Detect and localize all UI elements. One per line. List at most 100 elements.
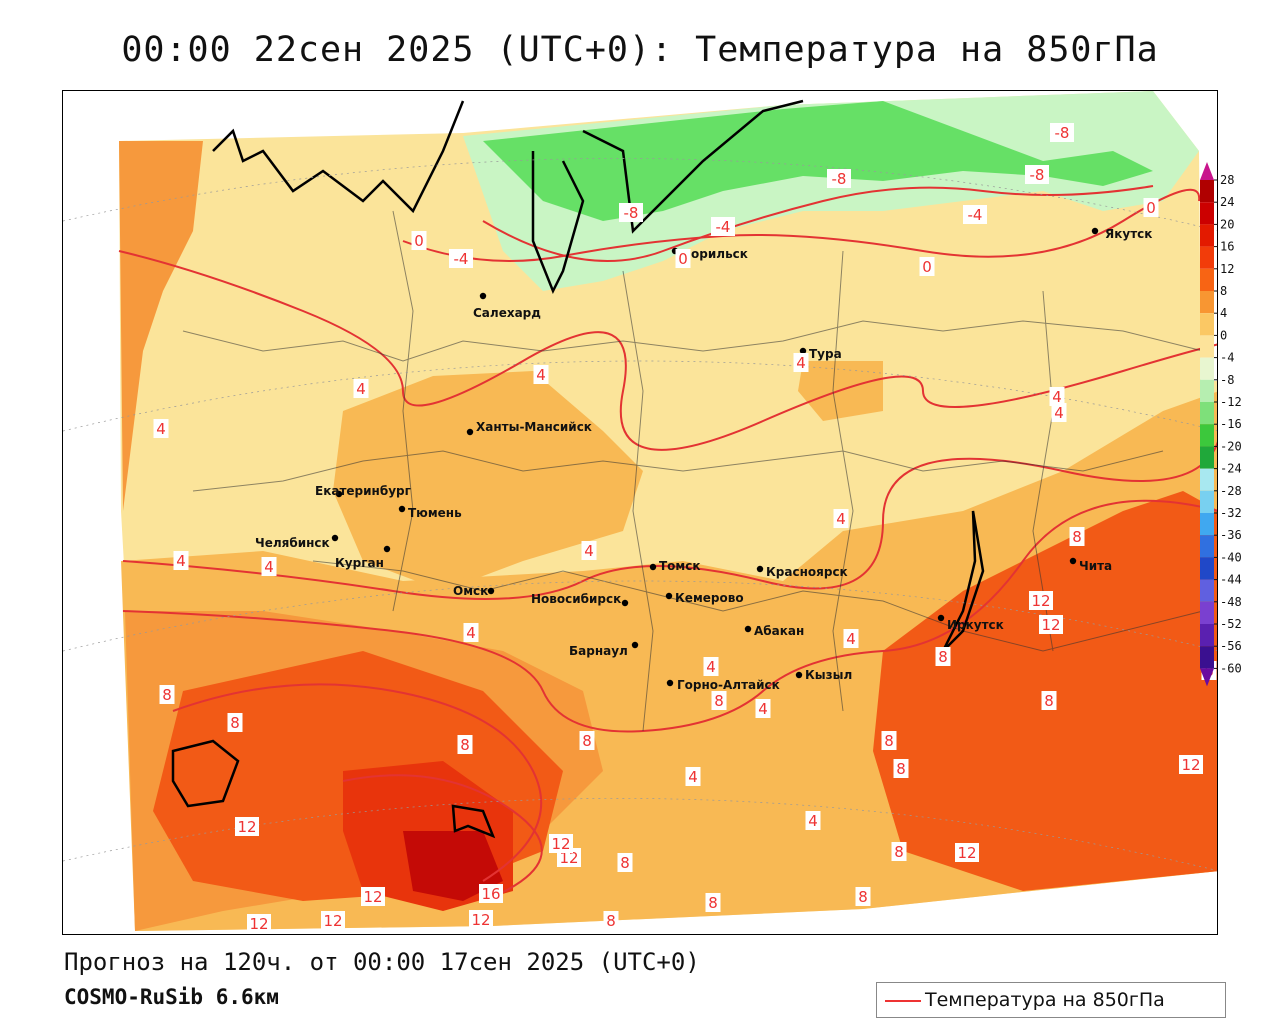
city-marker bbox=[487, 587, 495, 595]
colorbar-swatch bbox=[1200, 579, 1214, 602]
colorbar-tick-label: -60 bbox=[1220, 661, 1242, 675]
contour-label-bg bbox=[235, 817, 259, 836]
border-line bbox=[392, 210, 414, 612]
contour-label-bg bbox=[827, 169, 851, 188]
colorbar-swatch bbox=[1200, 601, 1214, 624]
contour-label: 8 bbox=[896, 760, 906, 778]
colorbar-bottom-arrow bbox=[1200, 668, 1214, 687]
contour-label-bg bbox=[919, 257, 935, 276]
isotherm-line bbox=[172, 683, 543, 882]
contour-label-bg bbox=[793, 353, 809, 372]
city-marker bbox=[937, 614, 945, 622]
city-label: Екатеринбург bbox=[315, 484, 411, 498]
city-label: Тура bbox=[809, 347, 842, 361]
colorbar-tick-label: -48 bbox=[1220, 595, 1242, 609]
border-line bbox=[312, 560, 1204, 652]
contour-label: 8 bbox=[894, 843, 904, 861]
contour-label-bg bbox=[227, 713, 243, 732]
colorbar-tick-label: -28 bbox=[1220, 484, 1242, 498]
colorbar-swatch bbox=[1200, 468, 1214, 491]
colorbar-swatch bbox=[1200, 268, 1214, 291]
colorbar-swatch bbox=[1200, 379, 1214, 402]
contour-label: 8 bbox=[714, 692, 724, 710]
contour-label: 8 bbox=[460, 736, 470, 754]
colorbar-swatch bbox=[1200, 624, 1214, 647]
map-canvas: Салехард Норильск Якутск Тура Ханты-Мансийск… bbox=[63, 91, 1217, 933]
contour-label: 4 bbox=[1052, 388, 1062, 406]
colorbar-tick-label: -24 bbox=[1220, 462, 1242, 476]
city-marker bbox=[479, 292, 487, 300]
colorbar-tick-label: -36 bbox=[1220, 528, 1242, 542]
legend-line-icon bbox=[885, 1000, 921, 1002]
city-label: Ханты-Мансийск bbox=[476, 420, 592, 434]
colorbar-tick-label: 8 bbox=[1220, 284, 1227, 298]
contour-label: 12 bbox=[957, 844, 976, 862]
contour-label-bg bbox=[705, 893, 721, 912]
colorbar-swatch bbox=[1200, 513, 1214, 536]
contour-label: 12 bbox=[1041, 616, 1060, 634]
colorbar-tick-label: -40 bbox=[1220, 550, 1242, 564]
contour-label-bg bbox=[1049, 387, 1065, 406]
contour-label-bg bbox=[1029, 591, 1053, 610]
contour-label: 16 bbox=[481, 885, 500, 903]
contour-label: 12 bbox=[559, 849, 578, 867]
city-marker bbox=[795, 671, 803, 679]
city-marker bbox=[744, 625, 752, 633]
city-label: Тюмень bbox=[408, 506, 462, 520]
city-label: Абакан bbox=[754, 624, 804, 638]
contour-label-bg bbox=[1050, 123, 1074, 142]
city-label: Горно-Алтайск bbox=[677, 678, 780, 692]
city-marker bbox=[631, 641, 639, 649]
contour-label: 8 bbox=[606, 912, 616, 930]
city-label: Иркутск bbox=[947, 618, 1004, 632]
contour-label-bg bbox=[581, 541, 597, 560]
contour-label-bg bbox=[533, 365, 549, 384]
contour-label: -4 bbox=[968, 206, 983, 224]
colorbar-scale: 28 24 20 16 12 8 4 0 -4 -8 -12 -16 -20 -24 -28 -32 -36 -4… bbox=[1200, 162, 1242, 687]
colorbar-tick-label: -52 bbox=[1220, 617, 1242, 631]
city-label: Салехард bbox=[473, 306, 541, 320]
contour-label-bg bbox=[711, 691, 727, 710]
contour-label: 0 bbox=[922, 258, 932, 276]
contour-label: 8 bbox=[582, 732, 592, 750]
contour-label: 8 bbox=[620, 854, 630, 872]
contour-label: 4 bbox=[836, 510, 846, 528]
contour-label: -4 bbox=[454, 250, 469, 268]
contour-label: 12 bbox=[323, 912, 342, 930]
contour-label: 8 bbox=[858, 888, 868, 906]
contour-label-bg bbox=[1039, 615, 1063, 634]
city-marker bbox=[666, 679, 674, 687]
border-line bbox=[182, 320, 1204, 362]
colorbar-top-arrow bbox=[1200, 162, 1214, 180]
contour-label-bg bbox=[1051, 403, 1067, 422]
colorbar-tick-label: 16 bbox=[1220, 240, 1234, 254]
legend-label: Температура на 850гПа bbox=[925, 989, 1165, 1011]
contour-label: 0 bbox=[678, 250, 688, 268]
contour-label-bg bbox=[457, 735, 473, 754]
lake-aral bbox=[171, 739, 240, 808]
temperature-colorbar: 28 24 20 16 12 8 4 0 -4 -8 -12 -16 -20 -24 -28 -32 -36 -4… bbox=[1200, 162, 1242, 687]
colorbar-swatch bbox=[1200, 446, 1214, 469]
contour-label-bg bbox=[617, 853, 633, 872]
city-marker bbox=[665, 592, 673, 600]
contour-label-bg bbox=[855, 887, 871, 906]
colorbar-tick-label: 12 bbox=[1220, 262, 1234, 276]
contour-label: 4 bbox=[356, 380, 366, 398]
contour-label: 8 bbox=[1072, 528, 1082, 546]
colorbar-tick-label: 4 bbox=[1220, 306, 1227, 320]
contour-label: 4 bbox=[706, 658, 716, 676]
contour-label-bg bbox=[411, 231, 427, 250]
contour-label-bg bbox=[963, 205, 987, 224]
city-marker bbox=[756, 565, 764, 573]
colorbar-tick-label: -8 bbox=[1220, 373, 1234, 387]
city-marker bbox=[466, 428, 474, 436]
contour-label: 12 bbox=[471, 911, 490, 929]
contour-label: 4 bbox=[688, 768, 698, 786]
contour-label-bg bbox=[935, 647, 951, 666]
contour-label-bg bbox=[353, 379, 369, 398]
colorbar-swatch bbox=[1200, 202, 1214, 225]
city-label: Кемерово bbox=[675, 591, 744, 605]
contour-label-bg bbox=[685, 767, 701, 786]
map-title: 00:00 22сен 2025 (UTC+0): Температура на… bbox=[121, 30, 1159, 70]
city-label: Кызыл bbox=[805, 668, 852, 682]
